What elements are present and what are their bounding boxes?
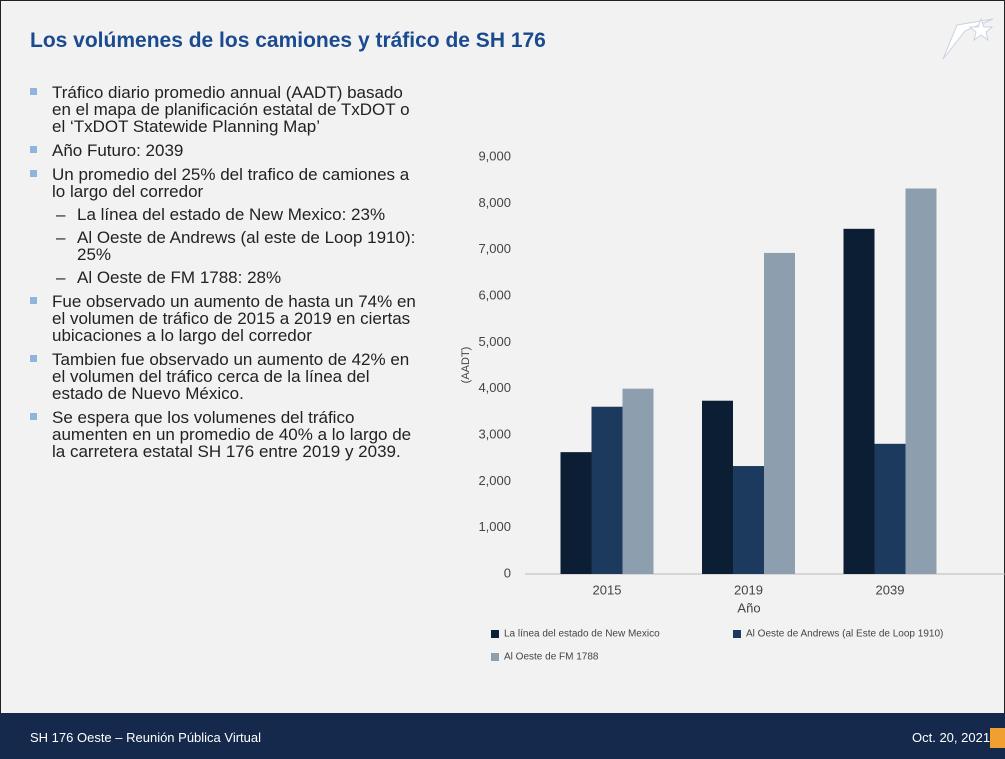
page-badge [990, 728, 1005, 748]
y-tick-label: 9,000 [478, 148, 511, 163]
bar [733, 466, 764, 574]
bullet-text: Se espera que los volumenes del tráfico … [52, 408, 412, 461]
sub-bullet-text: La línea del estado de New Mexico: 23% [77, 205, 386, 224]
logo [942, 17, 994, 60]
bullet-text: Un promedio del 25% del trafico de camio… [52, 165, 410, 201]
bullet: Fue observado un aumento de hasta un 74%… [30, 293, 425, 344]
legend-label: Al Oeste de Andrews (al Este de Loop 191… [746, 629, 943, 640]
legend-swatch [491, 630, 499, 638]
bullet-list: Tráfico diario promedio annual (AADT) ba… [30, 84, 425, 467]
bullet-text: Fue observado un aumento de hasta un 74%… [52, 292, 416, 345]
y-tick-label: 0 [504, 565, 511, 580]
bar [874, 443, 906, 574]
bullet-text: Tambien fue observado un aumento de 42% … [52, 350, 410, 403]
sub-bullet: Al Oeste de Andrews (al este de Loop 191… [52, 229, 425, 263]
x-tick-label: 2019 [734, 582, 763, 597]
bar [905, 188, 937, 575]
bar [622, 388, 654, 574]
y-axis-label: (AADT) [460, 347, 472, 384]
bullet: Un promedio del 25% del trafico de camio… [30, 166, 425, 286]
bullet-text: Tráfico diario promedio annual (AADT) ba… [52, 83, 410, 136]
bar [591, 406, 623, 574]
y-tick-label: 7,000 [478, 241, 511, 256]
y-tick-label: 5,000 [478, 334, 511, 349]
logo-shape [942, 18, 994, 60]
bullet-text: Año Futuro: 2039 [52, 141, 184, 160]
footer-date: Oct. 20, 2021 [912, 730, 991, 745]
logo-star [968, 17, 994, 42]
y-tick-label: 8,000 [478, 195, 511, 210]
bar [843, 228, 875, 575]
legend-swatch [491, 653, 499, 661]
legend-label: Al Oeste de FM 1788 [504, 652, 599, 663]
y-tick-label: 2,000 [478, 473, 511, 488]
y-tick-label: 1,000 [478, 519, 511, 534]
legend-label: La línea del estado de New Mexico [504, 629, 660, 640]
sub-bullet: La línea del estado de New Mexico: 23% [52, 206, 425, 223]
y-tick-label: 6,000 [478, 287, 511, 302]
sub-list: La línea del estado de New Mexico: 23% Al… [52, 206, 425, 286]
footer [0, 713, 1005, 759]
x-tick-label: 2039 [876, 582, 905, 597]
x-tick-label: 2015 [593, 582, 622, 597]
sub-bullet-text: Al Oeste de Andrews (al este de Loop 191… [77, 228, 416, 264]
bullet: Se espera que los volumenes del tráfico … [30, 409, 425, 460]
x-axis-label: Año [737, 600, 760, 615]
legend-swatch [733, 630, 741, 638]
bar [764, 252, 795, 574]
bar [702, 400, 733, 574]
bullet: Tambien fue observado un aumento de 42% … [30, 351, 425, 402]
slide-title: Los volúmenes de los camiones y tráfico … [30, 29, 546, 52]
chart: 0 1,000 2,000 3,000 4,000 5,000 6,000 7,000 8,00… [460, 148, 1005, 663]
y-tick-label: 4,000 [478, 380, 511, 395]
sub-bullet: Al Oeste de FM 1788: 28% [52, 269, 425, 286]
y-tick-label: 3,000 [478, 426, 511, 441]
bar [560, 452, 592, 574]
bullet: Año Futuro: 2039 [30, 142, 425, 159]
footer-text: SH 176 Oeste – Reunión Pública Virtual [30, 730, 262, 745]
sub-bullet-text: Al Oeste de FM 1788: 28% [77, 268, 282, 287]
bullet: Tráfico diario promedio annual (AADT) ba… [30, 84, 425, 135]
